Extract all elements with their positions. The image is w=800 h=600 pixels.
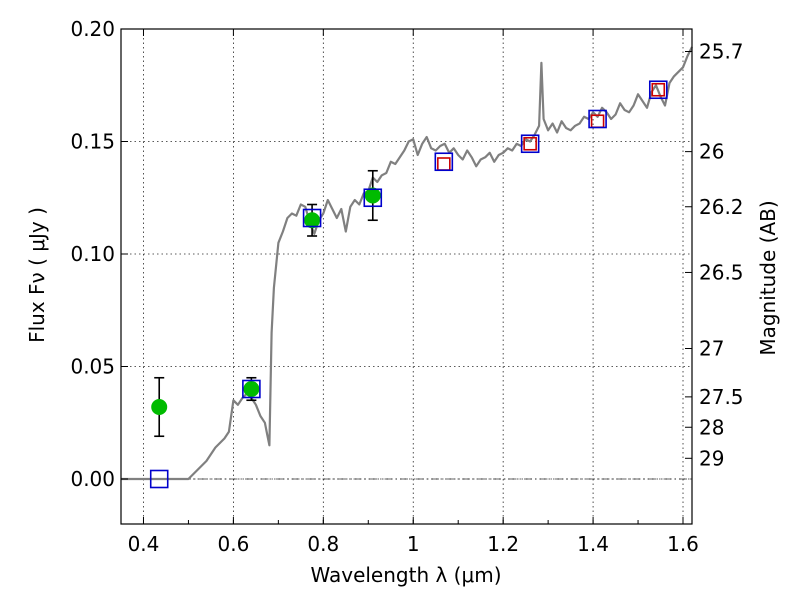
model-square <box>588 109 607 129</box>
data-markers <box>149 80 668 489</box>
photometry-point <box>304 212 321 229</box>
right-axis-label: Magnitude (AB) <box>756 200 780 355</box>
right-tick-label: 28 <box>699 415 724 439</box>
plot-frame <box>120 28 693 525</box>
x-tick-label: 1 <box>407 532 420 556</box>
x-tick-label: 0.8 <box>307 532 339 556</box>
x-tick-label: 0.6 <box>217 532 249 556</box>
x-tick-label: 0.4 <box>128 532 160 556</box>
x-tick-label: 1.2 <box>487 532 519 556</box>
photometry-point <box>243 381 260 397</box>
observed-square <box>651 82 666 97</box>
right-tick-label: 29 <box>699 446 724 470</box>
model-square <box>363 188 383 208</box>
photometry-point <box>151 399 168 415</box>
observed-square <box>437 157 451 171</box>
right-tick-label: 27.5 <box>699 385 744 409</box>
model-square <box>648 80 668 100</box>
right-tick-label: 26 <box>699 140 724 164</box>
y-tick-label: 0.10 <box>70 242 115 266</box>
model-square <box>302 208 322 228</box>
model-square <box>434 152 454 172</box>
y-axis-label: Flux Fν ( μJy ) <box>25 207 49 343</box>
y-tick-label: 0.05 <box>70 355 115 379</box>
right-tick-label: 26.5 <box>699 260 744 284</box>
photometry-point <box>364 187 381 204</box>
model-square <box>149 469 169 489</box>
grid-lines <box>121 28 692 524</box>
model-square <box>242 379 261 399</box>
axis-ticks <box>121 28 692 524</box>
right-tick-label: 25.7 <box>699 40 744 64</box>
observed-square <box>523 136 537 151</box>
y-tick-label: 0.15 <box>70 130 115 154</box>
right-tick-label: 27 <box>699 337 724 361</box>
right-tick-label: 26.2 <box>699 195 744 219</box>
y-tick-label: 0.00 <box>70 467 115 491</box>
model-square <box>520 134 540 154</box>
tick-labels: 0.4 0.6 0.8 1 1.2 1.4 1.6 0.00 0.05 0.10 0.15 0.20 2… <box>70 17 743 556</box>
y-tick-label: 0.20 <box>70 17 115 41</box>
x-tick-label: 1.6 <box>667 532 699 556</box>
x-tick-label: 1.4 <box>577 532 609 556</box>
x-axis-label: Wavelength λ (μm) <box>310 563 501 587</box>
